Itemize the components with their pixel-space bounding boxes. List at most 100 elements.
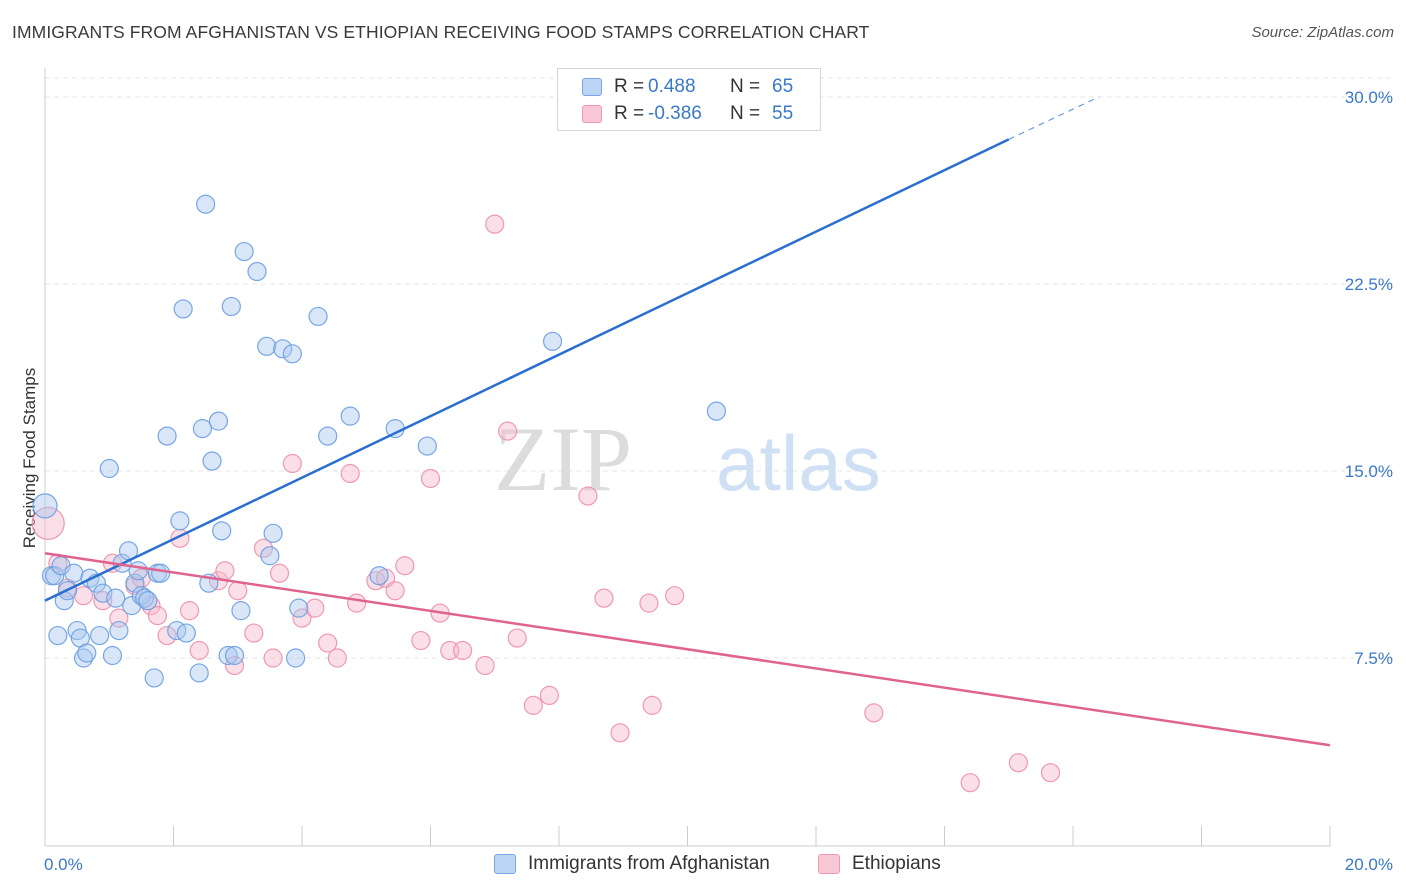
afghan-point — [151, 563, 171, 583]
ethiopian-point — [263, 648, 283, 668]
ethiopian-point — [523, 695, 543, 715]
afghan-point — [257, 336, 277, 356]
source-label: Source: ZipAtlas.com — [1251, 24, 1394, 41]
afghan-point — [131, 586, 151, 606]
y-tick-label: 30.0% — [1345, 88, 1393, 107]
ethiopian-point — [960, 773, 980, 793]
correlation-legend: R = 0.488 N = 65 R = -0.386 N = 55 — [557, 68, 821, 131]
afghan-point — [173, 299, 193, 319]
afghan-point — [48, 625, 68, 646]
afghan-point — [282, 344, 302, 364]
ethiopian-point — [282, 453, 302, 474]
ethiopian-point — [244, 623, 264, 643]
ethiopian-point — [420, 468, 441, 489]
ethiopian-point — [539, 685, 559, 706]
afghan-point — [192, 419, 213, 439]
ethiopian-point — [639, 593, 659, 613]
ethiopian-legend-label: Ethiopians — [852, 853, 941, 874]
afghan-point — [263, 523, 283, 543]
afghan-swatch — [582, 78, 602, 96]
axes — [44, 68, 1331, 847]
afghan-point — [340, 406, 360, 426]
watermark-atlas: atlas — [716, 419, 881, 507]
afghan-point — [234, 241, 254, 262]
x-tick-label-max: 20.0% — [1345, 855, 1393, 874]
y-tick-label: 15.0% — [1345, 462, 1393, 481]
ethiopian-point — [269, 563, 290, 583]
afghan-legend-swatch — [494, 854, 516, 874]
ethiopian-trend-line — [44, 552, 1331, 747]
afghan-point — [138, 591, 158, 611]
afghan-point — [64, 563, 84, 583]
ethiopian-point — [228, 581, 248, 601]
ethiopian-legend-swatch — [818, 854, 840, 874]
afghan-point — [318, 426, 338, 446]
afghan-point — [542, 331, 563, 351]
ethiopian-point — [189, 640, 209, 661]
afghan-point — [273, 339, 293, 359]
afghan-point — [289, 598, 309, 618]
ethiopian-point — [215, 561, 235, 581]
afghan-point — [218, 645, 238, 666]
afghan-point — [308, 306, 328, 327]
ethiopian-point — [327, 648, 347, 668]
afghan-point — [221, 296, 241, 317]
ethiopian-point — [864, 703, 884, 723]
legend-row-ethiopian: R = -0.386 N = 55 — [582, 103, 793, 125]
afghan-point — [99, 458, 119, 479]
afghan-point — [189, 663, 209, 683]
legend-r-label: R = — [614, 103, 645, 124]
ethiopian-point — [453, 640, 473, 661]
afghan-point — [196, 194, 216, 214]
afghan-point — [706, 401, 727, 421]
watermark-zip: ZIP — [494, 408, 632, 510]
ethiopian-point — [147, 606, 168, 626]
afghan-points — [32, 194, 727, 688]
afghan-point — [106, 588, 126, 608]
ethiopian-point — [395, 556, 415, 576]
afghan-point — [102, 645, 123, 666]
afghan-point — [90, 625, 110, 646]
ethiopian-point — [157, 625, 177, 646]
ethiopian-point — [253, 538, 274, 558]
afghan-point — [176, 623, 196, 643]
chart-title: IMMIGRANTS FROM AFGHANISTAN VS ETHIOPIAN… — [12, 22, 870, 42]
ethiopian-point — [347, 593, 367, 613]
afghan-point — [247, 261, 267, 282]
ethiopian-point — [475, 655, 495, 676]
afghan-legend-label: Immigrants from Afghanistan — [528, 853, 770, 874]
ethiopian-point — [411, 630, 431, 651]
watermark: ZIP atlas — [494, 408, 881, 510]
afghan-point — [32, 493, 58, 519]
ethiopian-point — [594, 588, 614, 608]
afghan-point — [93, 583, 113, 603]
ethiopian-point — [578, 486, 598, 506]
afghan-point — [212, 521, 232, 541]
ethiopian-point — [31, 506, 65, 540]
afghan-point — [157, 426, 177, 446]
afghan-trend-extension — [1008, 96, 1099, 140]
afghan-point — [144, 668, 164, 688]
afghan-point — [109, 620, 129, 641]
bottom-legend-afghan: Immigrants from Afghanistan — [494, 852, 770, 876]
afghan-point — [417, 436, 437, 456]
ethiopian-point — [385, 581, 405, 601]
legend-r-value: -0.386 — [648, 103, 702, 124]
ethiopian-point — [340, 463, 360, 484]
ethiopian-point — [507, 628, 527, 648]
afghan-point — [208, 411, 229, 431]
afghan-point — [260, 546, 280, 566]
afghan-trend-line — [44, 138, 1010, 602]
legend-row-afghan: R = 0.488 N = 65 — [582, 76, 793, 98]
afghan-point — [202, 451, 222, 471]
afghan-point — [231, 601, 251, 621]
y-tick-labels: 7.5% 15.0% 22.5% 30.0% — [1345, 88, 1393, 668]
legend-n-value: 65 — [772, 76, 794, 97]
legend-r-value: 0.488 — [648, 76, 696, 97]
ethiopian-swatch — [582, 105, 602, 123]
legend-r-label: R = — [614, 76, 645, 97]
afghan-point — [77, 643, 97, 663]
legend-n-label: N = — [730, 76, 761, 97]
legend-n-value: 55 — [772, 103, 794, 124]
